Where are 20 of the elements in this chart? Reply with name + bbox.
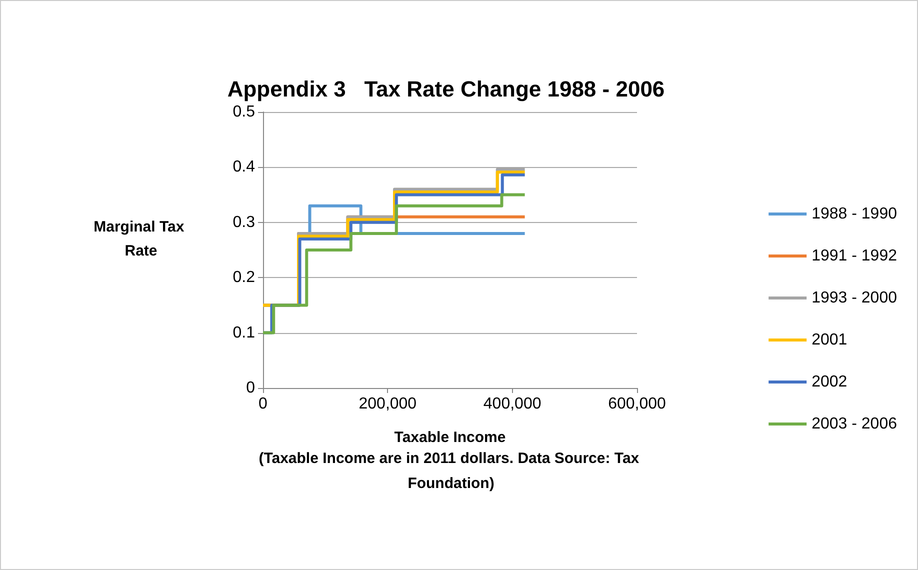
chart-title: Appendix 3 Tax Rate Change 1988 - 2006 xyxy=(227,76,665,102)
y-tick-label: 0.5 xyxy=(232,104,256,120)
legend-label: 1993 - 2000 xyxy=(812,290,898,306)
text: (Taxable Income are in 2011 dollars. Data Source: Tax Foundation) xyxy=(258,450,644,492)
y-axis-title: Marginal Tax Rate xyxy=(94,218,188,260)
legend-label: 1991 - 1992 xyxy=(812,248,898,264)
legend-label: 2003 - 2006 xyxy=(812,416,898,432)
y-tick-label: 0.1 xyxy=(232,324,256,342)
y-tick-label: 0 xyxy=(246,380,256,396)
legend-label: 2002 xyxy=(812,374,848,390)
x-axis-title: Taxable Income xyxy=(394,429,506,446)
x-tick-label: 200,000 xyxy=(358,396,417,412)
y-tick-label: 0.4 xyxy=(232,158,256,176)
y-tick-label: 0.2 xyxy=(232,269,256,286)
x-tick-label: 400,000 xyxy=(483,396,542,412)
legend-label: 1988 - 1990 xyxy=(812,206,898,222)
legend-label: 2001 xyxy=(812,332,848,348)
x-tick-label: 0 xyxy=(258,396,268,412)
x-tick-label: 600,000 xyxy=(608,396,666,412)
y-tick-label: 0.3 xyxy=(232,214,256,231)
